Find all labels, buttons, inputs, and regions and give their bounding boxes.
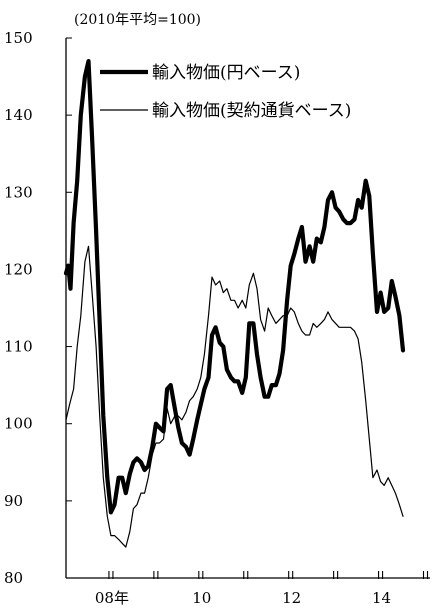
- series-layer: [63, 58, 406, 548]
- chart-frame: [65, 37, 430, 579]
- y-tick-label: 150: [4, 29, 33, 47]
- y-tick-label: 120: [4, 260, 33, 278]
- x-tick-label: 14: [372, 589, 391, 607]
- y-tick-label: 130: [4, 183, 33, 201]
- label-layer: (2010年平均=100) 80 90 100 110 120 130 140 150 08年 1…: [4, 12, 391, 607]
- x-tick-label: 08年: [95, 589, 129, 607]
- x-tick-label: 12: [282, 589, 301, 607]
- x-tick-label: 10: [192, 589, 211, 607]
- legend-label-contract: 輸入物価(契約通貨ベース): [152, 101, 351, 121]
- y-tick-label: 100: [4, 415, 33, 433]
- series-line-yen: [63, 58, 406, 515]
- y-tick-label: 90: [4, 492, 23, 510]
- legend-label-yen: 輸入物価(円ベース): [152, 63, 300, 83]
- y-tick-label: 80: [4, 569, 23, 587]
- y-tick-label: 110: [4, 338, 33, 356]
- unit-label: (2010年平均=100): [74, 12, 201, 28]
- legend: 輸入物価(円ベース) 輸入物価(契約通貨ベース): [100, 63, 351, 121]
- y-tick-label: 140: [4, 106, 33, 124]
- series-line-contract: [65, 245, 404, 548]
